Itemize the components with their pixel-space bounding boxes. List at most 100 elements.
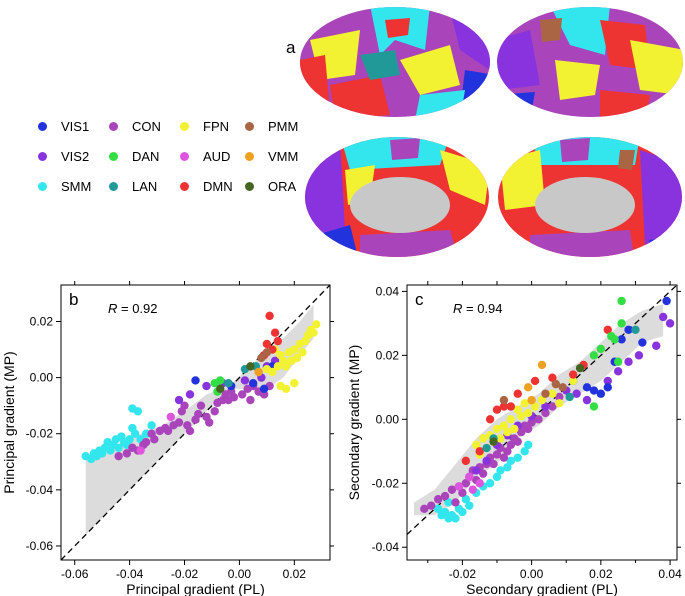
data-point-fpn [472,440,481,450]
data-point-dan [216,376,225,385]
data-point-vis2 [582,395,592,405]
data-point-fpn [503,427,512,437]
data-point-con [499,453,509,462]
y-tick-label: 0.00 [376,412,400,426]
data-point-con [492,450,502,459]
data-point-dan [589,402,599,411]
legend-item-aud: AUD [180,148,230,164]
x-tick-label: -0.02 [449,567,477,581]
data-point-vis2 [603,376,612,386]
legend-label: VIS1 [61,118,90,134]
data-point-pmm [558,383,567,392]
data-point-fpn [298,348,307,357]
data-point-con [451,498,460,507]
data-point-smm [506,456,516,466]
data-point-smm [133,407,143,416]
data-point-dmn [513,389,522,398]
data-point-con [555,392,564,402]
data-point-vis2 [613,367,623,376]
data-point-con [447,485,457,494]
data-point-con [513,437,522,446]
data-point-smm [114,443,123,452]
brain-medial-right [498,137,682,257]
data-point-vis2 [658,312,668,322]
data-point-smm [433,504,443,514]
data-point-fpn [309,328,318,337]
data-point-dmn [548,373,557,382]
data-point-smm [485,479,495,488]
y-tick-label: -0.02 [26,427,54,441]
data-point-fpn [478,434,488,443]
confidence-band [85,304,314,535]
data-point-aud [454,482,464,491]
x-tick-label: 0.02 [589,567,613,581]
y-tick-label: -0.06 [26,539,54,553]
data-point-smm [444,498,453,507]
data-point-vis1 [589,386,599,395]
data-point-smm [458,507,467,517]
legend-label: PMM [268,118,299,134]
data-point-con [427,501,436,510]
data-point-dan [613,357,623,366]
data-point-vis1 [582,383,592,392]
data-point-fpn [268,367,277,377]
data-point-fpn [290,345,299,354]
data-point-con [440,491,450,501]
data-point-ora [246,362,255,371]
data-point-vis2 [665,319,675,328]
panel-label-c: c [415,290,424,309]
x-tick-label: 0.04 [658,567,682,581]
data-point-con [114,451,123,461]
legend-label: VMM [268,148,299,164]
data-point-con [489,459,498,469]
data-point-dmn [603,325,612,334]
legend-item-smm: SMM [38,178,91,194]
data-point-con [122,449,132,458]
legend-swatch [109,181,118,191]
legend-swatch [245,121,254,131]
confidence-band [413,304,664,516]
data-point-lan [224,379,233,388]
x-axis-label: Secondary gradient (PL) [466,581,618,596]
data-point-dmn [461,456,471,466]
legend-swatch [38,121,47,131]
data-point-fpn [537,395,547,405]
data-point-dmn [262,339,272,349]
data-point-fpn [292,353,302,363]
y-tick-label: 0.02 [376,348,400,362]
data-point-smm [461,495,471,504]
legend-swatch [180,181,189,191]
data-point-con [210,407,219,416]
data-point-dan [617,296,626,306]
data-point-pmm [541,389,550,398]
data-point-vmm [527,395,536,405]
brain-lateral-right [497,7,683,117]
data-point-fpn [510,424,519,434]
legend-item-ora: ORA [245,178,296,194]
legend-swatch [180,121,189,131]
data-point-con [478,469,488,478]
data-point-aud [468,485,477,494]
data-point-con [196,401,206,410]
legend-item-dmn: DMN [180,178,233,194]
data-point-fpn [290,379,299,388]
x-tick-label: 0.00 [228,567,252,581]
data-point-vis1 [596,389,606,398]
data-point-con [174,418,184,427]
data-point-smm [440,507,450,517]
legend-item-vis1: VIS1 [38,118,89,134]
data-point-con [194,409,203,419]
data-point-vis2 [482,456,491,466]
data-point-ora [489,437,498,446]
data-point-vis1 [259,384,269,394]
data-point-fpn [281,362,291,371]
data-point-smm [513,453,522,462]
data-point-pmm [262,348,272,357]
correlation-symbol: R [453,301,462,316]
data-point-vis2 [624,357,633,366]
data-point-fpn [273,362,283,371]
data-point-con [141,437,151,447]
chart-principal-gradient: -0.06 -0.04 -0.02 0.00 0.02 -0.06 -0.04 -0.02 0.… [1,281,334,596]
data-point-smm [492,472,502,482]
data-point-smm [451,514,460,523]
